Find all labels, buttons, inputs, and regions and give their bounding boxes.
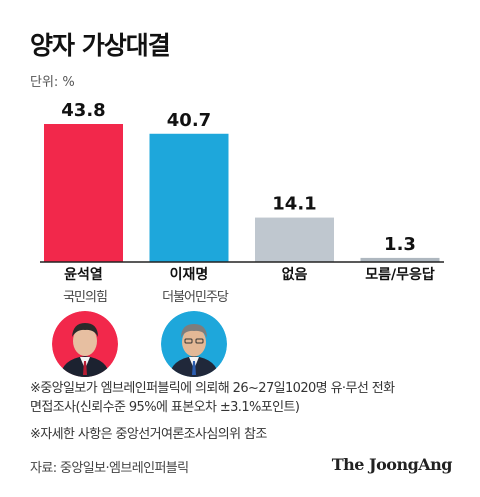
- value-label: 43.8: [61, 100, 105, 121]
- footnote-reference: ※자세한 사항은 중앙선거여론조사심의위 참조: [30, 427, 267, 442]
- footnote-survey-line2: 면접조사(신뢰수준 95%에 표본오차 ±3.1%포인트): [30, 400, 300, 415]
- portrait-yoon-icon: [52, 311, 118, 377]
- source-label: 자료: 중앙일보·엠브레인퍼블릭: [30, 461, 189, 476]
- chart-title: 양자 가상대결: [30, 31, 171, 60]
- bar-unknown: [360, 257, 440, 262]
- category-label: 모름/무응답: [365, 266, 435, 283]
- brand-logo: The JoongAng: [331, 455, 453, 474]
- bar-yoon: [44, 124, 123, 262]
- bar-lee: [149, 133, 229, 262]
- value-label: 40.7: [167, 110, 211, 131]
- category-label: 윤석열: [64, 266, 103, 283]
- category-label: 이재명: [170, 266, 209, 283]
- unit-label: 단위: %: [30, 75, 75, 90]
- bar-chart: 43.8 40.7 14.1 1.3 윤석열 이재명 없음 모름/무응답: [40, 100, 444, 283]
- party-label-yoon: 국민의힘: [63, 290, 108, 305]
- portrait-lee-icon: [161, 311, 227, 377]
- value-label: 1.3: [384, 234, 416, 255]
- party-label-lee: 더불어민주당: [162, 290, 229, 305]
- footnote-survey-line1: ※중앙일보가 엠브레인퍼블릭에 의뢰해 26~27일1020명 유·무선 전화: [30, 381, 395, 396]
- bar-none: [255, 217, 334, 262]
- value-label: 14.1: [272, 194, 316, 215]
- category-label: 없음: [282, 267, 308, 283]
